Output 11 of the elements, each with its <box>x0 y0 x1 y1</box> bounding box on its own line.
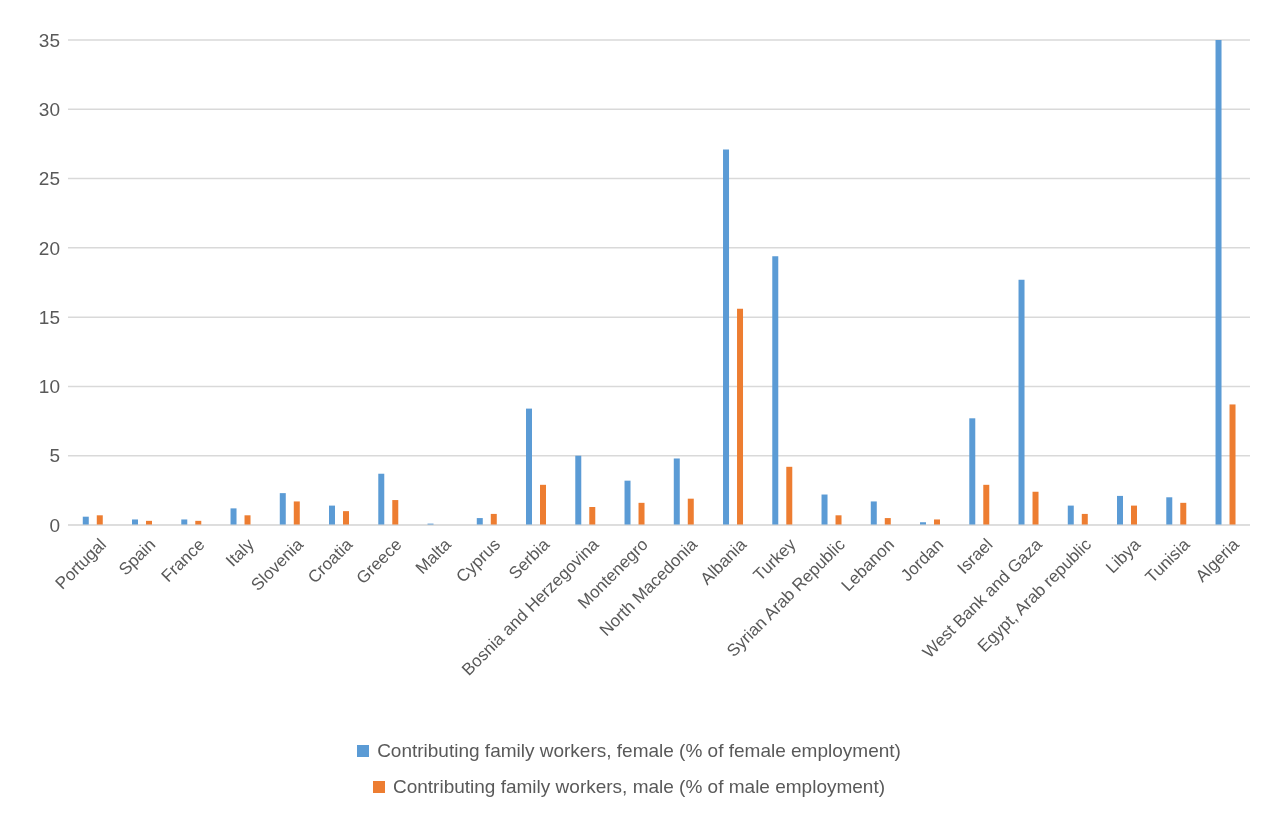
y-tick-label: 5 <box>49 445 60 467</box>
legend-label: Contributing family workers, male (% of male employment) <box>392 776 886 798</box>
legend-label: Contributing family workers, female (% of female employment) <box>377 740 901 762</box>
y-tick-label: 15 <box>38 306 60 328</box>
y-tick-label: 0 <box>49 514 60 536</box>
y-tick-label: 10 <box>38 376 60 398</box>
y-tick-label: 30 <box>38 99 60 121</box>
y-tick-label: 20 <box>38 237 60 259</box>
y-tick-label: 25 <box>38 168 60 190</box>
x-tick-label: Italy <box>222 534 259 571</box>
y-tick-label: 35 <box>38 29 60 51</box>
